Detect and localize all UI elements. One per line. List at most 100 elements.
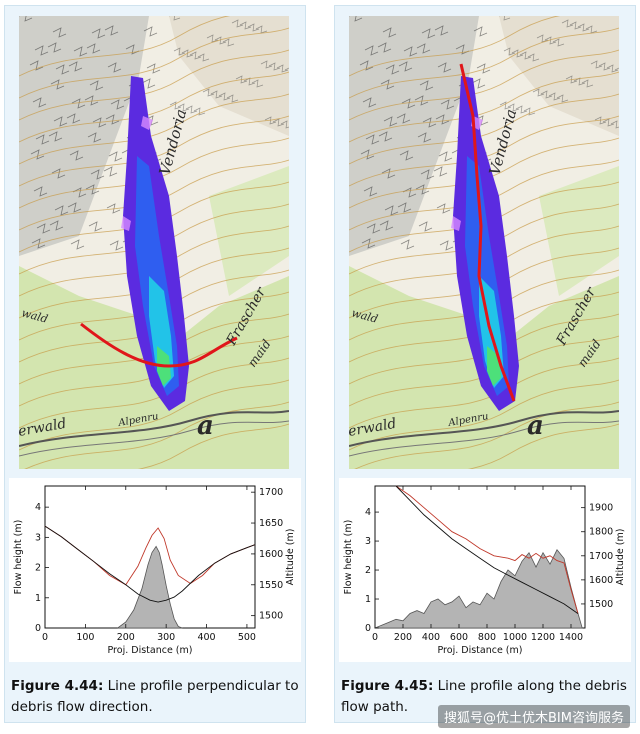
x-tick-label: 1400 [559, 632, 583, 643]
y-tick-label: 0 [365, 623, 371, 634]
contour-line [349, 181, 619, 253]
rock-hatch [415, 184, 430, 195]
rock-hatch [141, 78, 156, 89]
contour-line [19, 71, 289, 143]
contour-line [24, 401, 289, 469]
rock-hatch [68, 61, 83, 72]
rock-hatch [577, 23, 590, 32]
rock-hatch [515, 105, 528, 114]
rock-hatch [84, 95, 99, 106]
rock-hatch [19, 16, 33, 22]
contour-line [19, 181, 289, 253]
rock-hatch [177, 103, 190, 112]
rock-hatch [382, 27, 397, 38]
rock-hatch [581, 79, 594, 88]
x-tick-label: 1000 [503, 632, 527, 643]
rock-hatch [55, 64, 70, 75]
rock-hatch [552, 38, 565, 47]
map-label-a: a [527, 411, 544, 441]
rock-hatch [614, 67, 619, 71]
line-profile-chart: 0 100 200 300 400 500 0 1 2 3 4 1500 1550 1600 1650 170… [9, 478, 301, 662]
flow-edge [451, 216, 461, 231]
rock-hatch [402, 187, 417, 198]
y-right-tick-label: 1550 [259, 580, 283, 591]
figure-caption: Figure 4.44: Line profile perpendicular … [11, 676, 301, 718]
rock-hatch [397, 202, 412, 213]
contour-line [354, 401, 619, 469]
rock-hatch [33, 186, 48, 197]
rock-hatch [218, 92, 231, 101]
rock-hatch [519, 51, 532, 60]
rock-hatch [590, 60, 603, 69]
contour-line [19, 16, 231, 77]
rock-hatch [548, 92, 561, 101]
y-tick-label: 2 [35, 563, 41, 574]
x-tick-label: 400 [422, 632, 440, 643]
x-tick-label: 600 [450, 632, 468, 643]
rock-hatch [610, 120, 619, 129]
x-tick-label: 1200 [531, 632, 555, 643]
contour-line [349, 16, 561, 77]
rock-hatch [34, 45, 49, 56]
rock-hatch [401, 98, 416, 109]
rock-hatch [70, 239, 85, 250]
rock-hatch [569, 21, 582, 30]
rock-hatch [573, 77, 586, 86]
rock-hatch [439, 240, 454, 251]
rock-hatch [416, 43, 431, 54]
rock-hatch [239, 21, 252, 30]
rock-hatch [35, 134, 50, 145]
y-tick-label: 3 [365, 536, 371, 547]
rock-hatch [366, 223, 381, 234]
rock-hatch [69, 150, 84, 161]
contour-line [349, 49, 619, 121]
y-axis-label: Flow height (m) [343, 520, 354, 595]
contour-line [349, 203, 619, 275]
rock-hatch [556, 94, 569, 103]
rock-hatch [363, 186, 378, 197]
caption-text: Line profile perpendicular to debris flo… [11, 678, 299, 715]
rock-hatch [52, 27, 67, 38]
caption-label: Figure 4.44: [11, 678, 104, 694]
rock-hatch [403, 46, 418, 57]
line-profile-chart: 0 200 400 600 800 1000 1200 1400 0 1 2 3 4 1500 1600 17… [339, 478, 631, 662]
figure-panel-left: Vendoria Frascher maid wald erwald Alpenru a 0… [4, 5, 306, 723]
rock-hatch [499, 16, 511, 21]
rock-hatch [91, 28, 106, 39]
figure-panel-right: Vendoria Frascher maid wald erwald Alpenru a 0… [334, 5, 636, 723]
rock-hatch [437, 62, 452, 73]
x-axis-label: Proj. Distance (m) [108, 645, 193, 656]
y-tick-label: 4 [365, 507, 371, 518]
rock-hatch [71, 98, 86, 109]
rock-hatch [107, 62, 122, 73]
rock-hatch [48, 131, 63, 142]
rock-hatch [247, 23, 260, 32]
rock-hatch [173, 47, 186, 56]
contour-line [19, 93, 289, 165]
line-profile-plot: 0 200 400 600 800 1000 1200 1400 0 1 2 3 4 1500 1600 17… [343, 485, 626, 656]
x-tick-label: 0 [372, 632, 378, 643]
rock-hatch [193, 107, 206, 116]
rock-hatch [585, 25, 598, 34]
rock-hatch [73, 46, 88, 57]
rock-hatch [523, 107, 536, 116]
rock-hatch [143, 26, 158, 37]
rock-hatch [268, 62, 281, 71]
contour-line [19, 27, 289, 99]
meadow-area [209, 166, 289, 296]
y-right-tick-label: 1650 [259, 518, 283, 529]
rock-hatch [284, 67, 289, 71]
x-tick-label: 200 [394, 632, 412, 643]
y-right-tick-label: 1500 [589, 599, 613, 610]
contour-line [19, 203, 289, 275]
map-label-a: a [197, 411, 214, 441]
rock-hatch [47, 42, 62, 53]
y-right-tick-label: 1700 [589, 551, 613, 562]
flow-edge [141, 116, 153, 130]
rock-hatch [169, 16, 181, 21]
y-tick-label: 3 [35, 532, 41, 543]
rock-hatch [400, 239, 415, 250]
rock-hatch [532, 88, 545, 97]
